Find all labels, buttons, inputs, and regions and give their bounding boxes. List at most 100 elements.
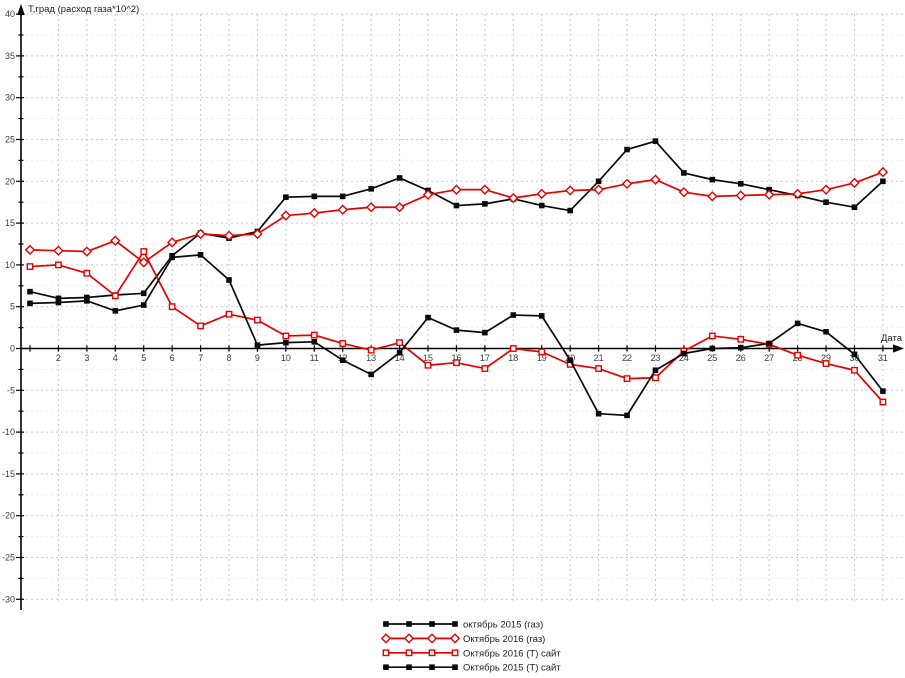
series-marker-2: [851, 366, 858, 374]
series-marker-2: [310, 331, 318, 339]
y-tick-label: -30: [2, 594, 15, 604]
series-marker-1: [394, 202, 405, 213]
x-tick-label: 7: [198, 353, 203, 363]
series-marker-2: [282, 332, 290, 340]
x-tick-label: 24: [679, 353, 689, 363]
y-tick-label: 20: [5, 176, 15, 186]
series-marker-3: [482, 329, 488, 336]
legend-swatch-marker-1: [426, 633, 438, 644]
series-marker-3: [681, 350, 687, 357]
series-marker-1: [110, 235, 121, 246]
series-marker-2: [509, 345, 517, 352]
y-tick-label: 5: [10, 302, 15, 312]
legend-swatch-marker-2: [405, 649, 413, 657]
series-marker-2: [794, 351, 802, 359]
y-axis-title: Т,град (расход газа*10^2): [28, 4, 139, 15]
x-tick-label: 25: [707, 353, 717, 363]
series-marker-1: [223, 230, 235, 241]
series-marker-2: [26, 263, 34, 270]
series-marker-3: [140, 302, 147, 308]
series-marker-1: [820, 184, 832, 195]
series-marker-2: [197, 322, 204, 330]
series-marker-1: [650, 174, 661, 185]
series-marker-1: [735, 190, 746, 201]
series-marker-2: [140, 248, 148, 255]
series-marker-0: [311, 193, 318, 200]
series-marker-3: [84, 298, 90, 304]
series-marker-2: [254, 316, 261, 324]
series-marker-3: [851, 351, 858, 358]
series-marker-0: [737, 181, 744, 187]
y-tick-label: 15: [5, 218, 15, 228]
series-marker-3: [368, 371, 374, 378]
x-axis-arrow-icon: [893, 344, 904, 353]
series-marker-3: [510, 312, 517, 318]
x-tick-label: 17: [480, 353, 490, 363]
series-marker-0: [368, 186, 374, 192]
series-marker-2: [424, 361, 432, 369]
x-tick-label: 31: [878, 353, 888, 363]
series-marker-0: [709, 176, 716, 183]
series-marker-1: [763, 189, 775, 200]
x-tick-label: 11: [310, 353, 319, 363]
series-marker-1: [479, 184, 491, 195]
series-marker-0: [339, 193, 346, 200]
series-marker-3: [880, 388, 886, 394]
legend-swatch-marker-2: [382, 649, 390, 657]
series-marker-3: [453, 327, 460, 333]
series-marker-3: [652, 367, 659, 374]
series-marker-3: [538, 313, 545, 319]
series-marker-1: [849, 177, 860, 189]
y-tick-label: -25: [2, 553, 15, 563]
x-tick-label: 4: [113, 353, 118, 363]
series-marker-3: [27, 300, 33, 307]
legend-swatch-marker-0: [452, 621, 458, 627]
series-marker-1: [621, 178, 633, 189]
x-tick-label: 13: [366, 353, 376, 363]
y-axis-arrow-icon: [17, 4, 25, 15]
y-tick-label: 0: [10, 344, 15, 354]
series-marker-2: [879, 398, 887, 406]
y-tick-label: -10: [2, 427, 15, 437]
legend-swatch-marker-1: [403, 633, 415, 644]
series-marker-1: [252, 228, 263, 240]
series-marker-3: [737, 344, 744, 351]
series-marker-1: [877, 166, 889, 178]
series-marker-0: [595, 178, 602, 185]
x-tick-label: 21: [594, 353, 604, 363]
series-marker-0: [84, 294, 90, 301]
series-marker-0: [567, 207, 573, 214]
series-marker-1: [451, 184, 462, 195]
legend-label-3: Октябрь 2015 (Т) сайт: [463, 663, 561, 674]
legend-swatch-marker-1: [380, 633, 392, 644]
x-tick-label: 26: [736, 353, 746, 363]
series-marker-3: [197, 252, 204, 258]
series-marker-2: [339, 340, 347, 347]
series-marker-2: [367, 346, 375, 354]
x-tick-label: 22: [622, 353, 632, 363]
series-marker-1: [678, 186, 690, 198]
series-marker-2: [737, 335, 745, 343]
series-marker-2: [83, 269, 91, 277]
x-tick-label: 19: [537, 353, 547, 363]
series-marker-3: [595, 410, 602, 417]
x-tick-label: 8: [227, 353, 232, 363]
series-marker-3: [254, 342, 261, 348]
series-marker-2: [396, 339, 403, 347]
series-marker-1: [365, 202, 377, 213]
series-marker-2: [55, 261, 62, 269]
y-tick-label: 40: [5, 9, 15, 19]
series-marker-0: [396, 175, 403, 181]
series-marker-3: [112, 308, 119, 314]
series-marker-0: [823, 199, 829, 205]
series-marker-0: [482, 201, 488, 207]
series-marker-0: [453, 202, 460, 209]
series-marker-1: [138, 257, 149, 268]
series-marker-1: [337, 204, 348, 215]
x-tick-label: 2: [56, 353, 61, 363]
series-marker-1: [792, 188, 803, 200]
legend-swatch-marker-3: [383, 664, 389, 670]
y-tick-label: 25: [5, 135, 15, 145]
